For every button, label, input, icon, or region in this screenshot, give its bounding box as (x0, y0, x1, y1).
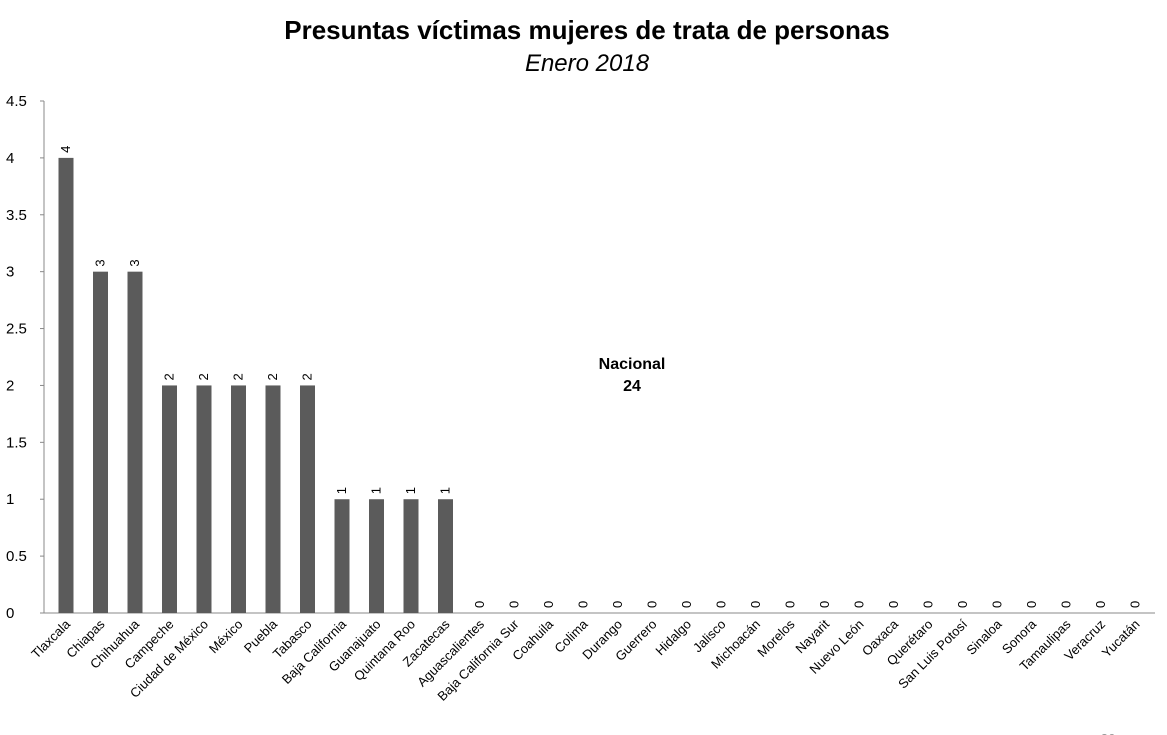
data-label: 2 (231, 373, 246, 380)
y-tick-label: 4 (6, 150, 14, 167)
data-label: 0 (955, 601, 970, 608)
data-label: 3 (93, 259, 108, 266)
chart-title: Presuntas víctimas mujeres de trata de p… (284, 15, 890, 45)
x-tick-label: Hidalgo (652, 617, 694, 659)
data-label: 0 (576, 601, 591, 608)
data-label: 0 (748, 601, 763, 608)
x-tick-label: México (206, 617, 246, 657)
bar (231, 385, 246, 613)
x-tick-label: Yucatán (1099, 617, 1143, 661)
data-label: 0 (714, 601, 729, 608)
y-tick-label: 2 (6, 377, 14, 394)
data-label: 0 (1024, 601, 1039, 608)
data-label: 1 (334, 487, 349, 494)
data-label: 0 (1128, 601, 1143, 608)
data-label: 0 (817, 601, 832, 608)
y-tick-label: 4.5 (6, 93, 27, 110)
data-label: 1 (403, 487, 418, 494)
data-label: 0 (990, 601, 1005, 608)
page-number: 26 (1101, 731, 1115, 735)
total-annotation-value: 24 (623, 378, 641, 395)
bar (334, 499, 350, 613)
y-axis: 0 0.5 1 1.5 2 2.5 3 3.5 4 4.5 (6, 93, 1155, 622)
y-tick-label: 0.5 (6, 548, 27, 565)
data-label: 0 (472, 601, 487, 608)
y-tick-label: 2.5 (6, 321, 27, 338)
bar (162, 385, 177, 613)
y-tick-label: 3 (6, 264, 14, 281)
data-label: 0 (679, 601, 694, 608)
y-tick-label: 1.5 (6, 434, 27, 451)
total-annotation-label: Nacional (599, 356, 666, 373)
x-tick-label: Morelos (754, 616, 798, 660)
data-label: 0 (886, 601, 901, 608)
bar (265, 385, 281, 613)
bar (127, 271, 143, 613)
bar (58, 157, 74, 613)
data-label: 4 (58, 146, 73, 153)
data-label: 0 (645, 601, 660, 608)
bar (369, 499, 384, 613)
data-label: 2 (265, 373, 280, 380)
data-label: 0 (610, 601, 625, 608)
data-label: 0 (921, 601, 936, 608)
bar (93, 271, 108, 613)
data-label: 0 (1059, 601, 1074, 608)
chart-subtitle: Enero 2018 (525, 50, 650, 77)
data-label: 0 (783, 601, 798, 608)
data-label: 1 (438, 487, 453, 494)
x-tick-label: Sinaloa (963, 616, 1005, 658)
y-tick-label: 3.5 (6, 207, 27, 224)
bar (438, 499, 453, 613)
bar (300, 385, 315, 613)
data-label: 0 (541, 601, 556, 608)
data-label: 0 (507, 601, 522, 608)
y-tick-label: 1 (6, 491, 14, 508)
data-label: 0 (1093, 601, 1108, 608)
data-label: 1 (369, 487, 384, 494)
data-labels: 4 3 3 2 2 2 2 2 1 1 1 1 0 0 0 0 0 0 0 0 0 0 0 0 0 0 0 0 0 0 0 0 (58, 146, 1143, 608)
y-tick-label: 0 (6, 605, 14, 622)
data-label: 2 (196, 373, 211, 380)
data-label: 2 (162, 373, 177, 380)
data-label: 2 (300, 373, 315, 380)
bars (58, 157, 453, 613)
bar (403, 499, 419, 613)
bar (196, 385, 212, 613)
data-label: 0 (852, 601, 867, 608)
data-label: 3 (127, 259, 142, 266)
